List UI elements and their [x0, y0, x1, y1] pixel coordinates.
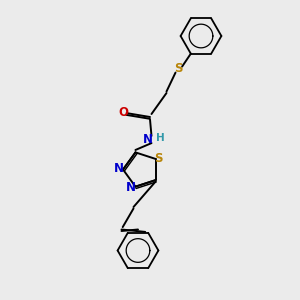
Text: S: S	[174, 62, 183, 76]
Text: H: H	[155, 133, 164, 143]
Text: N: N	[114, 162, 124, 175]
Text: N: N	[126, 181, 136, 194]
Text: N: N	[143, 133, 153, 146]
Text: O: O	[118, 106, 128, 119]
Text: S: S	[154, 152, 163, 165]
